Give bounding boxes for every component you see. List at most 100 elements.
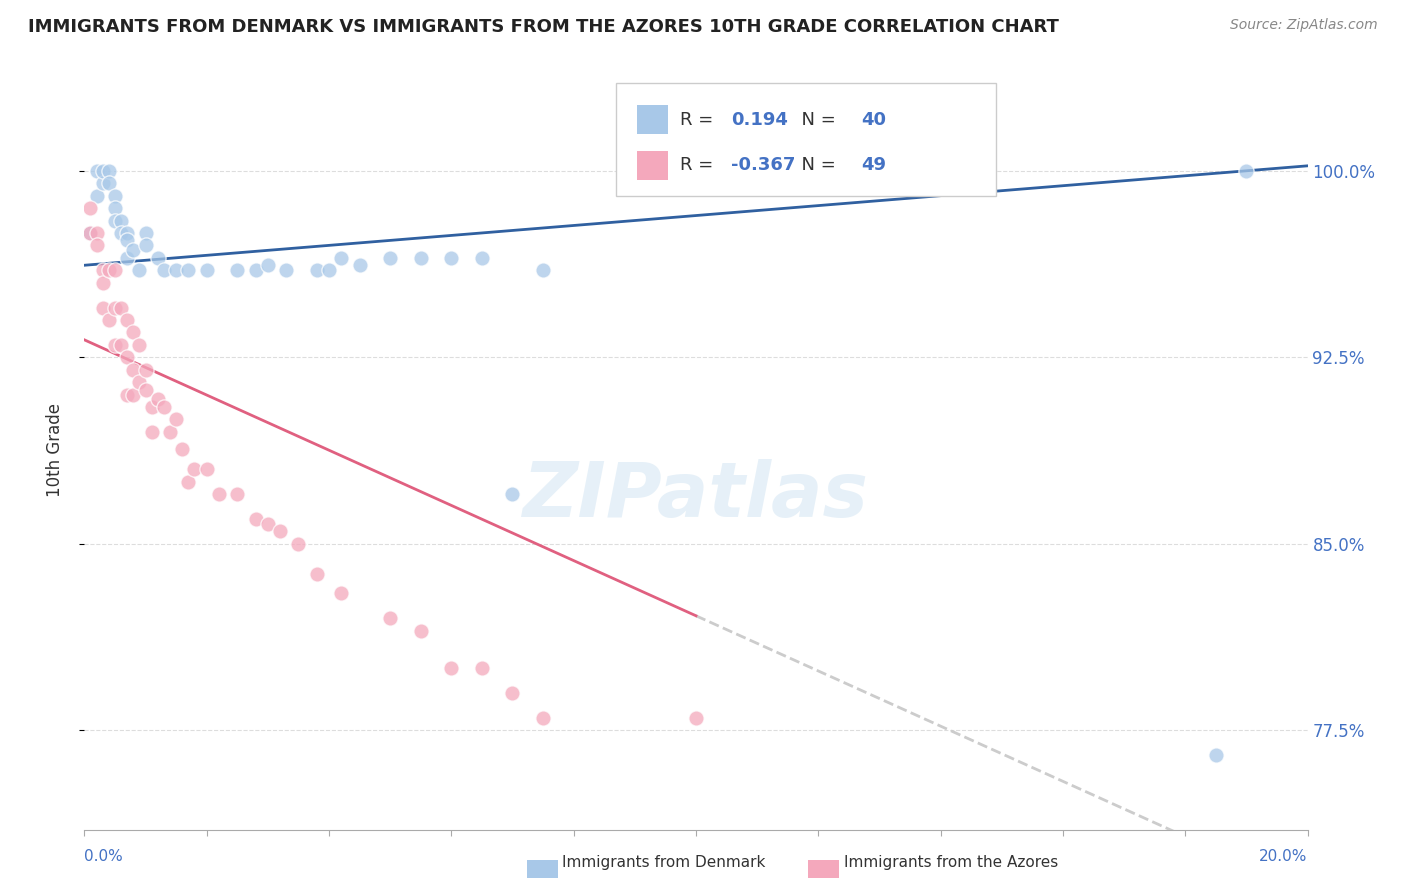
Point	[115, 251, 138, 265]
Point	[165, 412, 187, 426]
Point	[269, 524, 291, 539]
Point	[1236, 163, 1258, 178]
Point	[531, 711, 554, 725]
Point	[135, 238, 157, 252]
Point	[440, 251, 463, 265]
Text: 0.194: 0.194	[731, 111, 789, 128]
Point	[91, 263, 114, 277]
Point	[104, 201, 127, 215]
Point	[104, 213, 127, 227]
Point	[141, 425, 163, 439]
Point	[226, 487, 249, 501]
Point	[409, 624, 432, 638]
Point	[165, 263, 187, 277]
Text: R =: R =	[681, 156, 718, 174]
Point	[86, 238, 108, 252]
Point	[685, 711, 707, 725]
FancyBboxPatch shape	[637, 151, 668, 180]
Point	[330, 251, 353, 265]
Point	[380, 611, 402, 625]
Y-axis label: 10th Grade: 10th Grade	[45, 403, 63, 498]
Point	[349, 258, 371, 272]
Point	[257, 258, 280, 272]
Point	[122, 362, 145, 376]
Point	[115, 313, 138, 327]
Point	[86, 226, 108, 240]
Point	[195, 462, 218, 476]
Point	[172, 442, 194, 457]
Point	[305, 263, 328, 277]
Text: N =: N =	[790, 156, 842, 174]
Point	[226, 263, 249, 277]
Point	[122, 244, 145, 258]
Text: -0.367: -0.367	[731, 156, 796, 174]
Point	[380, 251, 402, 265]
Point	[128, 338, 150, 352]
Point	[97, 176, 120, 190]
Point	[146, 392, 169, 407]
Text: IMMIGRANTS FROM DENMARK VS IMMIGRANTS FROM THE AZORES 10TH GRADE CORRELATION CHA: IMMIGRANTS FROM DENMARK VS IMMIGRANTS FR…	[28, 18, 1059, 36]
Point	[531, 263, 554, 277]
Text: Immigrants from the Azores: Immigrants from the Azores	[844, 855, 1057, 870]
Point	[97, 163, 120, 178]
Point	[135, 383, 157, 397]
Point	[110, 213, 132, 227]
Point	[177, 263, 200, 277]
Point	[97, 263, 120, 277]
Point	[91, 176, 114, 190]
Point	[153, 400, 176, 414]
Point	[440, 661, 463, 675]
Point	[135, 226, 157, 240]
Point	[409, 251, 432, 265]
Text: 20.0%: 20.0%	[1260, 849, 1308, 864]
Text: Source: ZipAtlas.com: Source: ZipAtlas.com	[1230, 18, 1378, 32]
Point	[128, 263, 150, 277]
FancyBboxPatch shape	[637, 105, 668, 135]
Point	[287, 537, 309, 551]
Point	[318, 263, 340, 277]
Point	[208, 487, 231, 501]
Text: N =: N =	[790, 111, 842, 128]
Point	[97, 313, 120, 327]
Point	[122, 387, 145, 401]
Point	[79, 226, 101, 240]
FancyBboxPatch shape	[616, 83, 995, 196]
Point	[91, 276, 114, 290]
Point	[257, 516, 280, 531]
Point	[245, 263, 267, 277]
Point	[86, 188, 108, 202]
Point	[128, 375, 150, 389]
Point	[110, 338, 132, 352]
Point	[153, 263, 176, 277]
Point	[110, 226, 132, 240]
Point	[115, 234, 138, 248]
Text: 40: 40	[860, 111, 886, 128]
Text: ZIPatlas: ZIPatlas	[523, 459, 869, 533]
Point	[1205, 747, 1227, 762]
Point	[122, 326, 145, 340]
Point	[110, 301, 132, 315]
Point	[159, 425, 181, 439]
Point	[115, 226, 138, 240]
Point	[177, 475, 200, 489]
Point	[471, 661, 494, 675]
Point	[104, 188, 127, 202]
Point	[330, 586, 353, 600]
Point	[104, 301, 127, 315]
Text: 0.0%: 0.0%	[84, 849, 124, 864]
Point	[245, 512, 267, 526]
Point	[305, 566, 328, 581]
Point	[91, 301, 114, 315]
Point	[115, 387, 138, 401]
Point	[135, 362, 157, 376]
Text: 49: 49	[860, 156, 886, 174]
Text: R =: R =	[681, 111, 718, 128]
Point	[471, 251, 494, 265]
Point	[276, 263, 298, 277]
Point	[141, 400, 163, 414]
Point	[86, 163, 108, 178]
Point	[104, 263, 127, 277]
Point	[115, 350, 138, 364]
Point	[502, 487, 524, 501]
Point	[79, 226, 101, 240]
